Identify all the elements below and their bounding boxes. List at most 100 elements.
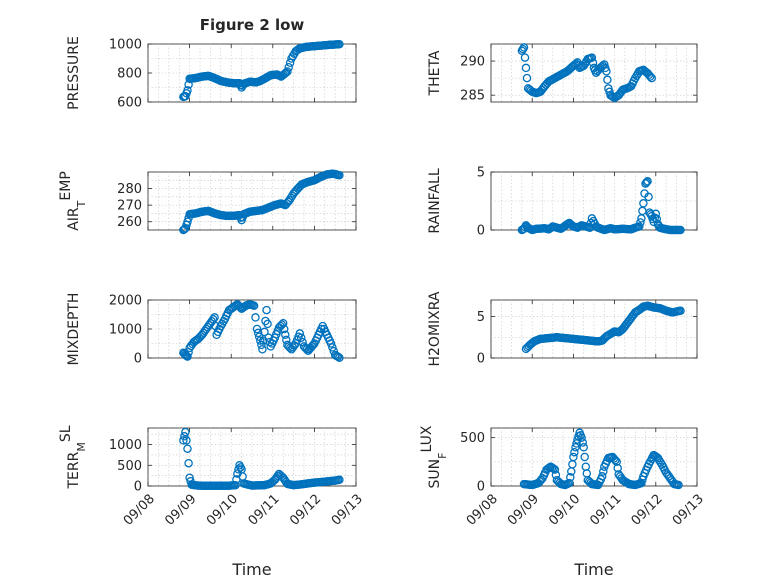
data-point (249, 301, 259, 311)
data-point (335, 353, 344, 362)
data-point (277, 320, 287, 329)
x-tick-label: 09/13 (329, 492, 366, 529)
data-point (676, 225, 685, 235)
data-point (603, 75, 612, 85)
data-point (520, 53, 530, 62)
data-series (179, 427, 344, 491)
data-series (519, 428, 683, 490)
data-point (328, 343, 337, 352)
data-point (184, 458, 193, 468)
y-axis-label-part: T (75, 200, 88, 208)
data-point (676, 306, 685, 316)
subplot-4: 0 5 RAINFALL (427, 166, 698, 239)
x-tick-label: 09/10 (546, 492, 583, 529)
data-point (284, 62, 293, 72)
data-point (642, 178, 651, 187)
y-tick-label: 0 (477, 352, 485, 367)
y-tick-label: 500 (117, 459, 142, 474)
data-point (276, 470, 285, 480)
y-tick-label: 290 (460, 55, 485, 70)
data-point (597, 472, 607, 481)
subplot-5: 0 1000 2000 MIXDEPTH (66, 293, 357, 367)
y-axis-label-part: F (436, 453, 449, 459)
data-point (636, 218, 645, 227)
y-axis-label-part: SUN (427, 459, 443, 489)
data-point (545, 463, 554, 472)
x-tick-label: 09/09 (162, 492, 199, 529)
data-point (210, 313, 219, 322)
data-point (180, 224, 189, 234)
data-point (286, 193, 296, 203)
data-point (267, 478, 277, 487)
data-point (326, 339, 336, 348)
x-tick-label: 09/11 (246, 492, 283, 529)
y-axis-label-part: SL (58, 425, 74, 442)
data-point (647, 73, 656, 83)
y-tick-label: 1000 (109, 38, 142, 53)
data-point (641, 179, 650, 188)
data-point (602, 67, 611, 76)
data-point (639, 199, 648, 208)
y-tick-label: 0 (477, 224, 485, 239)
data-point (308, 340, 318, 350)
data-point (635, 222, 644, 231)
data-point (674, 480, 683, 490)
y-axis-label-part: EMP (58, 171, 74, 200)
y-tick-label: 280 (117, 182, 142, 197)
data-point (613, 91, 622, 101)
data-point (183, 352, 192, 361)
x-tick-label: 09/13 (670, 492, 707, 529)
data-point (182, 436, 191, 445)
data-point (278, 318, 288, 328)
y-axis-label: RAINFALL (427, 168, 443, 233)
data-point (333, 352, 343, 362)
data-point (519, 43, 529, 52)
data-point (646, 72, 655, 81)
y-tick-label: 285 (460, 89, 485, 104)
data-point (577, 433, 586, 442)
data-point (578, 438, 587, 447)
data-point (588, 58, 598, 68)
figure-title: Figure 2 low (200, 16, 305, 34)
data-series (521, 301, 685, 354)
data-point (608, 92, 618, 102)
data-point (281, 330, 290, 340)
data-series (179, 169, 344, 235)
y-axis-label: TERRMSL (58, 425, 88, 489)
data-point (579, 61, 588, 71)
y-tick-label: 800 (117, 67, 142, 82)
data-point (260, 327, 269, 337)
data-series (179, 40, 344, 102)
data-point (644, 192, 653, 202)
data-point (256, 336, 265, 345)
x-tick-label: 09/09 (505, 492, 542, 529)
data-series (179, 300, 344, 362)
subplot-2: 285 290 THETA (427, 43, 698, 104)
data-point (571, 443, 580, 452)
data-point (279, 324, 289, 334)
data-point (295, 329, 305, 338)
data-point (569, 452, 578, 462)
x-tick-label: 09/08 (121, 492, 158, 529)
data-point (565, 478, 574, 488)
data-point (262, 305, 271, 315)
data-point (335, 171, 344, 180)
data-point (234, 465, 243, 474)
x-tick-label: 09/10 (204, 492, 241, 529)
data-point (253, 328, 263, 338)
data-point (179, 436, 188, 445)
y-axis-label-part: LUX (419, 425, 435, 452)
data-point (251, 313, 260, 322)
y-axis-label-part: AIR (66, 207, 82, 231)
x-axis-label: Time (231, 560, 271, 579)
subplot-8: 0 500 09/08 09/09 09/10 09/11 09/12 09/13 SUNFLU… (419, 425, 707, 579)
subplot-6: 0 5 H2OMIXRA (427, 291, 698, 367)
data-point (193, 334, 203, 344)
subplot-1: 600 800 1000 PRESSURE (66, 36, 357, 111)
data-point (612, 457, 621, 467)
y-tick-label: 0 (477, 480, 485, 495)
data-series (517, 177, 685, 235)
